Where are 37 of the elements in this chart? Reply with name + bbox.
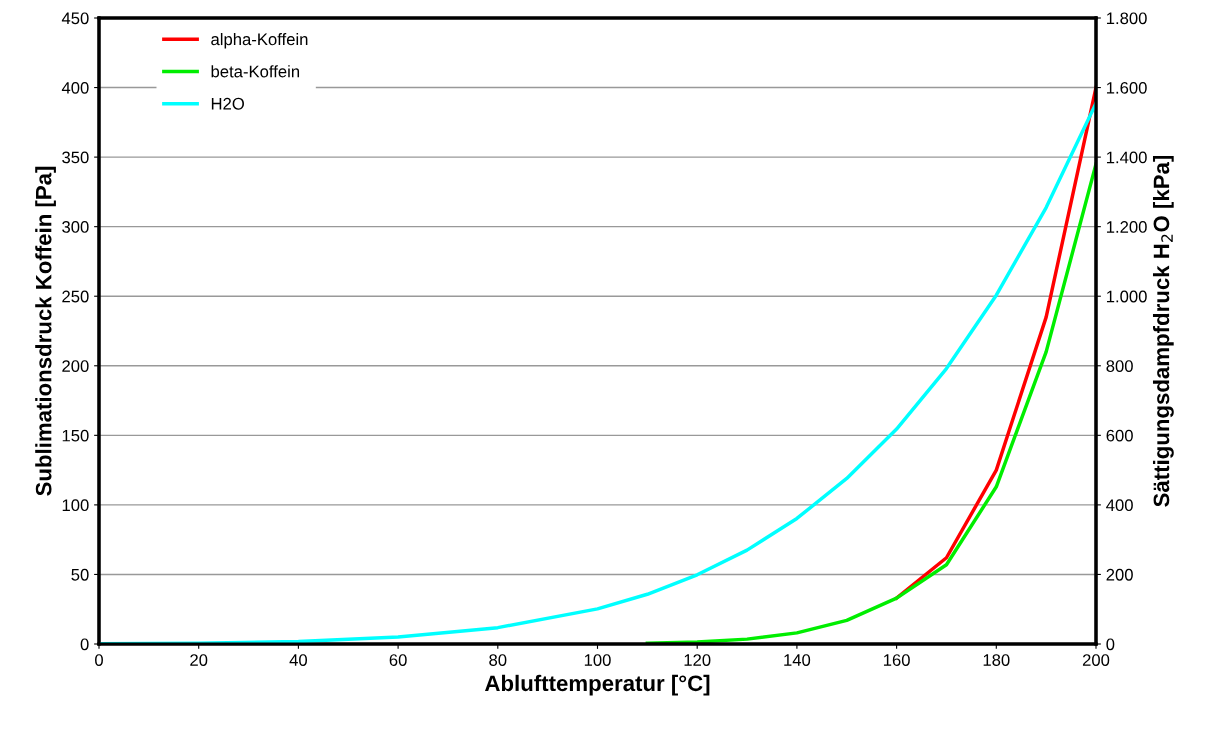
y2-tick-label: 800: [1106, 360, 1133, 372]
x-tick-label: 200: [1082, 654, 1110, 666]
legend-label: H2O: [211, 97, 244, 110]
y-tick-label: 400: [61, 81, 89, 94]
x-tick-label: 80: [489, 654, 507, 666]
y2-tick-label: 1.200: [1106, 221, 1147, 233]
y2-tick-label: 1.800: [1106, 12, 1147, 25]
legend-label: beta-Koffein: [211, 65, 300, 78]
y2-tick-label: 400: [1106, 499, 1133, 512]
x-tick-label: 40: [289, 654, 308, 666]
x-tick-label: 120: [684, 654, 711, 666]
x-tick-label: 60: [389, 654, 407, 666]
x-tick-label: 20: [190, 654, 208, 666]
y-tick-label: 300: [62, 221, 89, 233]
y2-tick-label: 0: [1106, 638, 1115, 651]
y-tick-label: 250: [62, 290, 89, 303]
x-tick-label: 180: [983, 654, 1010, 666]
x-tick-label: 160: [883, 654, 910, 666]
y2-tick-label: 600: [1106, 429, 1133, 442]
y-tick-label: 0: [80, 638, 89, 651]
x-tick-label: 0: [95, 654, 103, 666]
y-tick-label: 450: [61, 12, 89, 25]
y-tick-label: 200: [62, 360, 89, 372]
y-tick-label: 100: [62, 499, 89, 512]
legend-label: alpha-Koffein: [211, 33, 308, 49]
x-tick-label: 140: [784, 654, 811, 666]
y-axis-title: Sublimationsdruck Koffein [Pa]: [35, 166, 56, 496]
y2-tick-label: 1.600: [1106, 81, 1147, 94]
y-tick-label: 150: [62, 429, 89, 442]
x-tick-label: 100: [584, 654, 611, 666]
y2-tick-label: 1.400: [1106, 151, 1147, 164]
y2-tick-label: 1.000: [1106, 290, 1147, 303]
y-tick-label: 350: [62, 151, 89, 164]
y2-tick-label: 200: [1106, 568, 1133, 581]
y2-axis-title: Sättigungsdampfdruck H$_{2}$O [kPa]: [1152, 155, 1174, 507]
x-axis-title: Ablufttemperatur [°C]: [484, 674, 710, 696]
y-tick-label: 50: [71, 568, 89, 581]
